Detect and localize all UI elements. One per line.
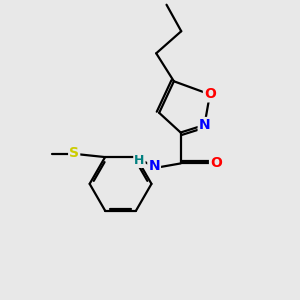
Text: S: S — [69, 146, 79, 160]
Text: N: N — [148, 159, 160, 173]
Text: N: N — [199, 118, 210, 132]
Text: O: O — [210, 156, 222, 170]
Text: O: O — [204, 87, 216, 101]
Text: H: H — [134, 154, 145, 167]
